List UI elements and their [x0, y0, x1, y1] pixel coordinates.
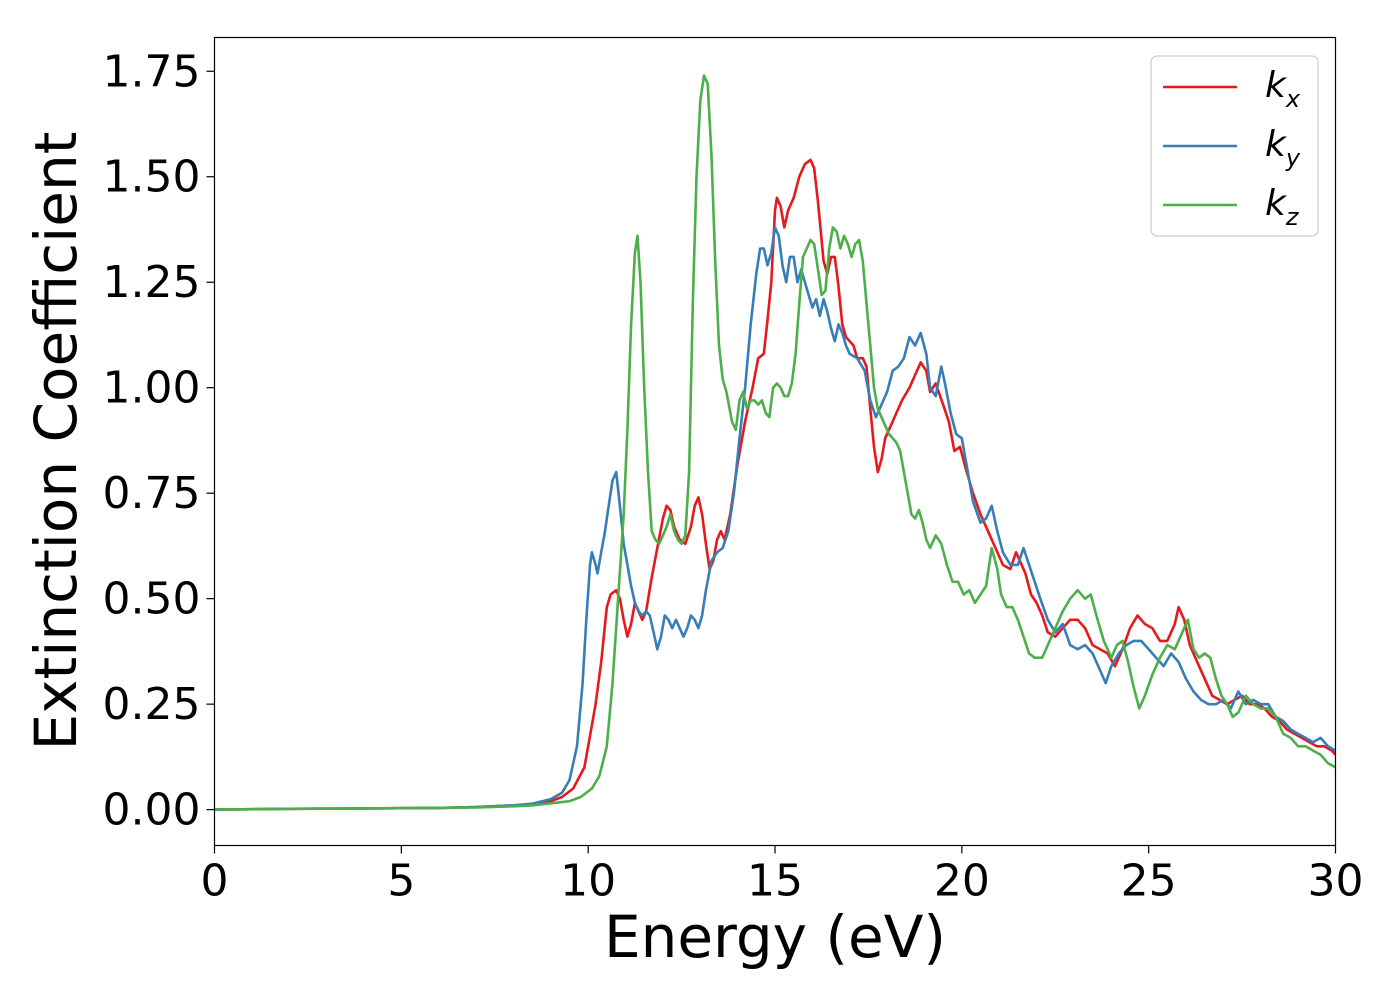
x-tick-label: 30 — [1308, 856, 1364, 907]
legend-label-k-y: ky — [1265, 124, 1301, 172]
y-axis-label: Extinction Coefficient — [22, 132, 90, 751]
x-tick-label: 15 — [747, 856, 803, 907]
x-tick-label: 10 — [560, 856, 616, 907]
legend-label-k-x: kx — [1265, 65, 1301, 113]
y-tick-label: 1.25 — [103, 257, 201, 308]
legend: kx ky kz — [1150, 55, 1319, 237]
x-axis-ticks: 0 5 10 15 20 25 30 — [201, 845, 1364, 907]
y-tick-label: 0.00 — [103, 785, 201, 836]
y-tick-label: 0.25 — [103, 679, 201, 730]
series-lines — [214, 74, 1336, 811]
x-tick-label: 0 — [201, 856, 229, 907]
x-axis-label: Energy (eV) — [604, 903, 946, 971]
series-line-k-y — [214, 226, 1336, 811]
y-tick-label: 1.00 — [103, 363, 201, 414]
y-tick-label: 1.50 — [103, 152, 201, 203]
series-line-k-x — [214, 158, 1336, 811]
series-line-k-z — [214, 74, 1336, 811]
y-tick-label: 1.75 — [103, 46, 201, 97]
y-tick-label: 0.75 — [103, 468, 201, 519]
y-axis-ticks: 0.00 0.25 0.50 0.75 1.00 1.25 1.50 1.75 — [103, 46, 215, 836]
x-tick-label: 5 — [387, 856, 415, 907]
y-tick-label: 0.50 — [103, 574, 201, 625]
x-tick-label: 20 — [934, 856, 990, 907]
x-tick-label: 25 — [1121, 856, 1177, 907]
legend-label-k-z: kz — [1265, 183, 1300, 231]
